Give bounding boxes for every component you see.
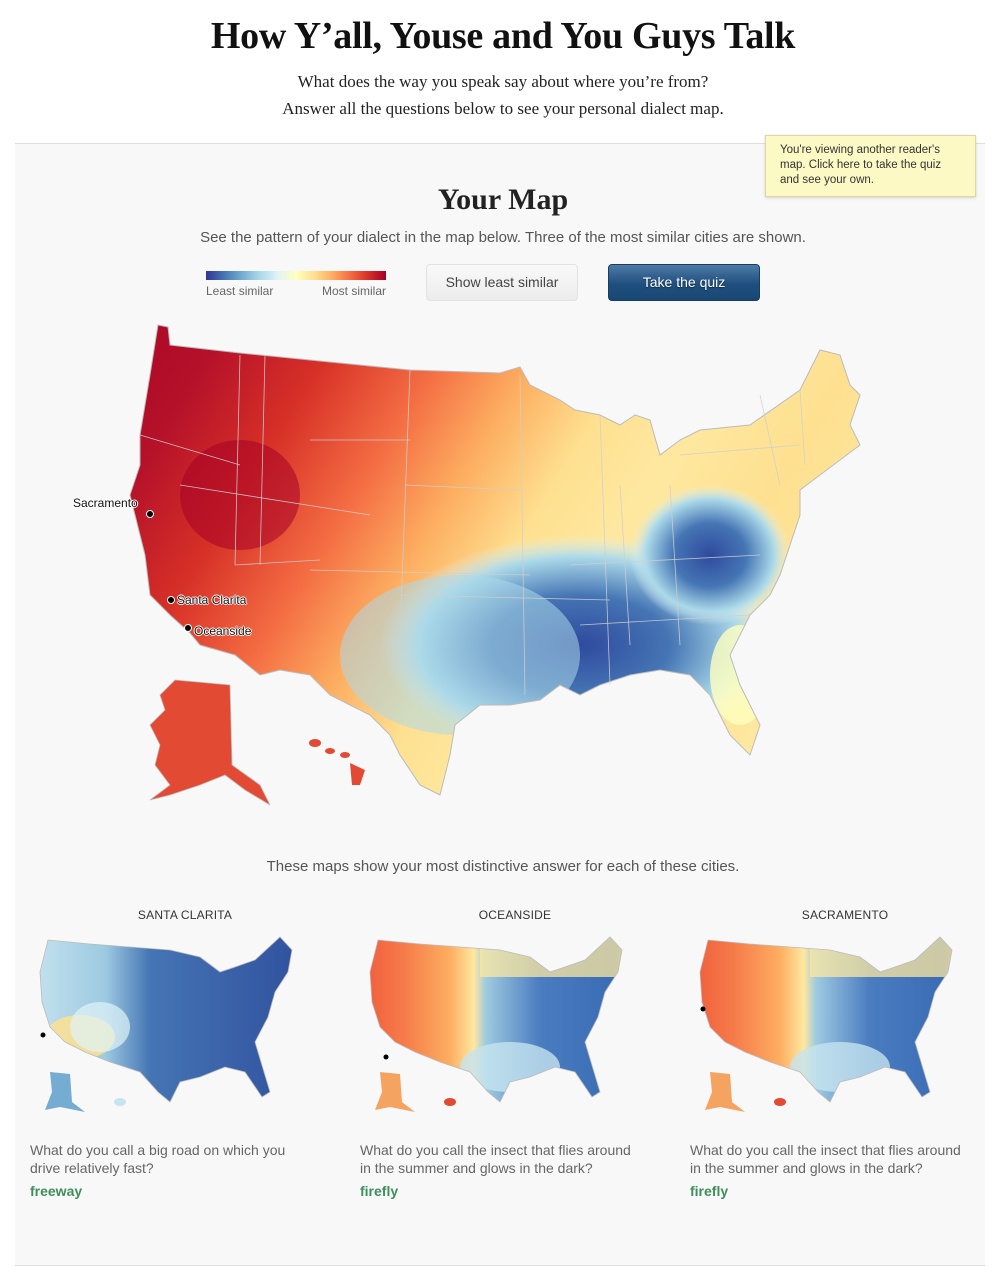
similarity-legend: Least similar Most similar: [206, 271, 386, 298]
city-map-answer: freeway: [30, 1183, 83, 1199]
note-text[interactable]: You're viewing another reader's map. Cli…: [780, 144, 942, 186]
city-label-santa-clarita: Santa Clarita: [177, 593, 247, 607]
viewing-other-map-note[interactable]: You're viewing another reader's map. Cli…: [765, 135, 976, 197]
city-map-answer: firefly: [360, 1183, 399, 1199]
city-label-sacramento: Sacramento: [73, 496, 138, 510]
city-map-title: SACRAMENTO: [801, 908, 889, 922]
legend-low-label: Least similar: [206, 284, 274, 298]
subtitle-line-1: What does the way you speak say about wh…: [297, 72, 709, 91]
city-map-answer: firefly: [690, 1183, 729, 1199]
city-map-card-sacramento: SACRAMENTO What do you call the insect t…: [690, 908, 1000, 1199]
city-marker-sacramento[interactable]: [146, 510, 154, 518]
city-answer-map[interactable]: [360, 932, 660, 1127]
your-map-description: See the pattern of your dialect in the m…: [200, 229, 806, 246]
city-answer-map[interactable]: [30, 932, 330, 1127]
legend-gradient-bar: [206, 271, 386, 280]
city-map-question: What do you call the insect that flies a…: [360, 1142, 631, 1176]
city-map-card-oceanside: OCEANSIDE: [360, 908, 670, 1199]
city-map-title: SANTA CLARITA: [137, 908, 233, 922]
city-marker-santa-clarita[interactable]: [167, 596, 175, 604]
city-map-title: OCEANSIDE: [478, 908, 552, 922]
legend-high-label: Most similar: [321, 284, 386, 298]
city-map-question: What do you call a big road on which you…: [30, 1142, 286, 1176]
city-maps-intro: These maps show your most distinctive an…: [266, 858, 740, 875]
city-map-question: What do you call the insect that flies a…: [690, 1142, 961, 1176]
take-quiz-button[interactable]: Take the quiz: [608, 264, 760, 301]
show-least-similar-button[interactable]: Show least similar: [426, 264, 578, 301]
city-label-oceanside: Oceanside: [194, 624, 252, 638]
city-answer-map[interactable]: [690, 932, 990, 1127]
city-map-card-santa-clarita: SANTA CLARITA What do you ca: [30, 908, 340, 1199]
dialect-heat-map[interactable]: [60, 315, 920, 807]
page-title: How Y’all, Youse and You Guys Talk: [210, 15, 796, 57]
city-marker-oceanside[interactable]: [184, 624, 192, 632]
your-map-heading: Your Map: [437, 183, 569, 216]
subtitle-line-2: Answer all the questions below to see yo…: [282, 99, 724, 118]
